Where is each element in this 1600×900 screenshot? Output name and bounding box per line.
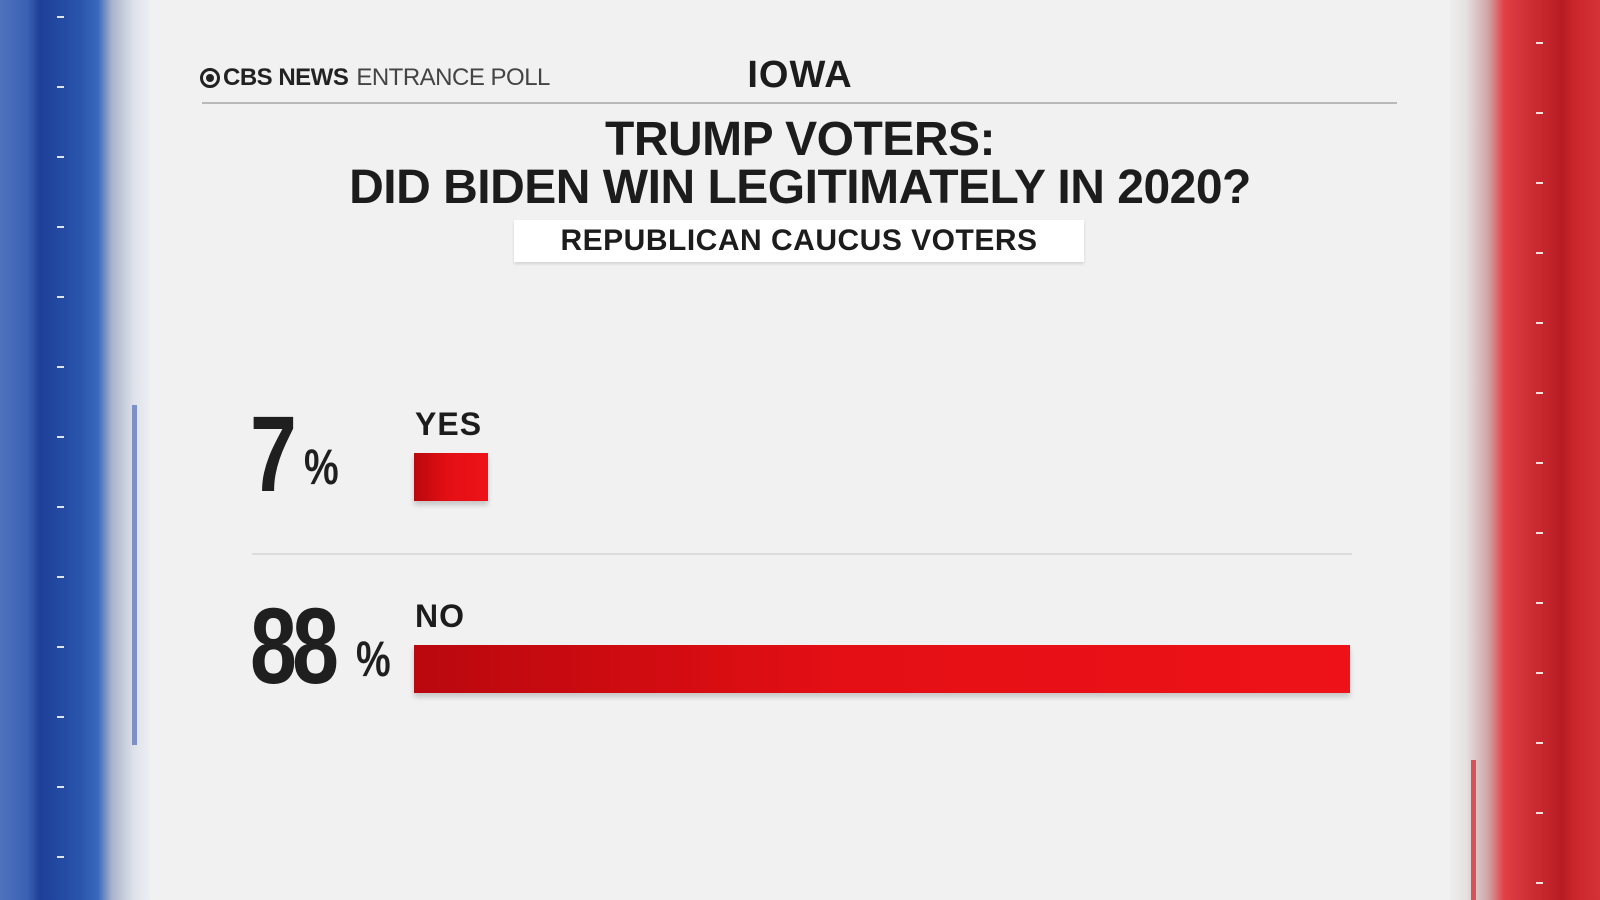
band-tick — [1536, 812, 1543, 814]
band-tick — [57, 856, 64, 858]
band-tick — [1536, 742, 1543, 744]
band-tick — [1536, 462, 1543, 464]
band-tick — [57, 646, 64, 648]
band-tick — [57, 156, 64, 158]
band-tick — [57, 436, 64, 438]
band-tick — [1536, 532, 1543, 534]
category-label: YES — [415, 406, 483, 442]
band-tick — [57, 576, 64, 578]
bar-yes — [414, 453, 488, 501]
percent-sign: % — [356, 631, 391, 687]
brand-poll-label: ENTRANCE POLL — [356, 64, 550, 91]
category-label: NO — [415, 598, 465, 634]
chart-title-line-1: TRUMP VOTERS: — [605, 113, 995, 166]
band-tick — [1536, 252, 1543, 254]
band-tick — [1536, 322, 1543, 324]
band-tick — [57, 506, 64, 508]
chart-title: TRUMP VOTERS: DID BIDEN WIN LEGITIMATELY… — [200, 116, 1400, 212]
left-edge-accent — [132, 405, 137, 745]
right-tick-marks — [1536, 0, 1544, 900]
band-tick — [1536, 672, 1543, 674]
cbs-eye-icon — [200, 68, 220, 88]
left-tick-marks — [57, 0, 65, 900]
right-decorative-band — [1450, 0, 1600, 900]
left-decorative-band — [0, 0, 150, 900]
band-tick — [57, 716, 64, 718]
bar-no — [414, 645, 1350, 693]
band-tick — [57, 786, 64, 788]
cbs-news-brand: CBS NEWS ENTRANCE POLL — [200, 64, 550, 92]
state-label: IOWA — [747, 54, 853, 96]
band-tick — [1536, 112, 1543, 114]
band-tick — [1536, 602, 1543, 604]
header-divider — [202, 102, 1397, 104]
band-tick — [1536, 182, 1543, 184]
band-tick — [1536, 882, 1543, 884]
band-tick — [57, 86, 64, 88]
chart-subtitle-text: REPUBLICAN CAUCUS VOTERS — [560, 224, 1038, 257]
band-tick — [1536, 42, 1543, 44]
band-tick — [57, 366, 64, 368]
band-tick — [57, 226, 64, 228]
band-tick — [57, 16, 64, 18]
right-edge-accent — [1471, 760, 1476, 900]
chart-subtitle: REPUBLICAN CAUCUS VOTERS — [514, 220, 1084, 262]
row-divider — [252, 553, 1352, 555]
value-label: 88 — [250, 585, 339, 706]
brand-news-label: CBS NEWS — [223, 64, 349, 91]
band-tick — [1536, 392, 1543, 394]
chart-title-line-2: DID BIDEN WIN LEGITIMATELY IN 2020? — [349, 161, 1251, 214]
band-tick — [57, 296, 64, 298]
percent-sign: % — [304, 439, 339, 495]
value-label: 7 — [250, 393, 297, 514]
